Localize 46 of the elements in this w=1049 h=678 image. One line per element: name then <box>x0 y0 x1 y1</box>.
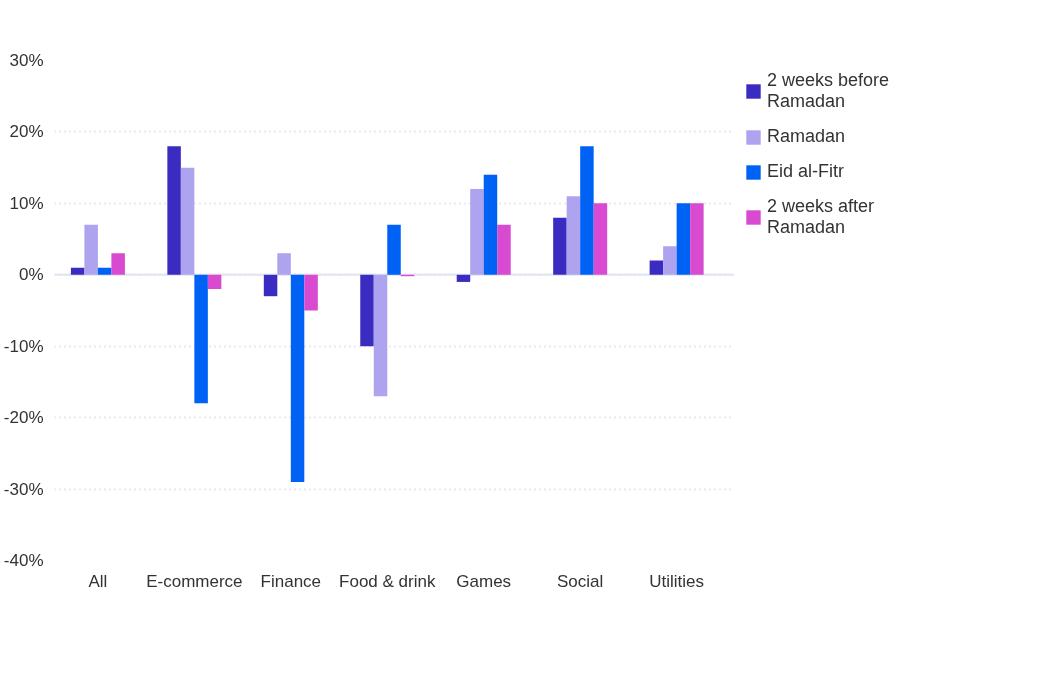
bar <box>180 167 195 275</box>
bar <box>470 189 484 275</box>
bar <box>387 224 401 275</box>
x-tick-label: Finance <box>260 571 322 591</box>
bar <box>194 274 208 404</box>
legend-label: Eid al-Fitr <box>767 161 845 182</box>
x-tick-label: Games <box>456 571 512 591</box>
bar <box>456 274 471 282</box>
bar <box>593 203 608 275</box>
bar <box>676 203 691 275</box>
y-tick-label: 0% <box>18 265 44 285</box>
bar <box>70 267 85 275</box>
bar <box>580 146 594 275</box>
bar <box>360 274 374 347</box>
bar <box>304 274 318 311</box>
y-tick-label: -40% <box>3 551 44 570</box>
x-tick-label: E-commerce <box>146 571 243 591</box>
bar <box>553 217 567 275</box>
bar <box>207 274 222 290</box>
x-tick-label: All <box>88 571 108 591</box>
bar <box>263 274 278 297</box>
bar <box>690 203 704 275</box>
bar <box>483 174 498 275</box>
bar <box>373 274 388 397</box>
bar <box>277 253 291 275</box>
bar <box>649 260 664 275</box>
bar <box>663 246 677 275</box>
y-tick-label: -30% <box>3 479 44 499</box>
y-tick-label: -10% <box>3 336 44 356</box>
x-tick-label: Utilities <box>649 571 705 591</box>
bar <box>497 224 511 275</box>
bar <box>167 146 181 275</box>
y-tick-label: 10% <box>9 193 44 213</box>
legend-label: 2 weeks after Ramadan <box>767 196 875 238</box>
y-tick-label: 30% <box>9 51 44 70</box>
bar <box>111 253 125 275</box>
x-tick-label: Food & drink <box>339 571 436 591</box>
y-tick-label: 20% <box>9 122 44 142</box>
legend-label: 2 weeks before Ramadan <box>767 70 890 112</box>
bar <box>290 274 305 482</box>
bar <box>84 224 98 275</box>
x-tick-label: Social <box>557 571 604 591</box>
y-tick-label: -20% <box>3 408 44 428</box>
bar <box>97 267 112 275</box>
legend-label: Ramadan <box>767 126 846 147</box>
bar <box>566 196 581 275</box>
